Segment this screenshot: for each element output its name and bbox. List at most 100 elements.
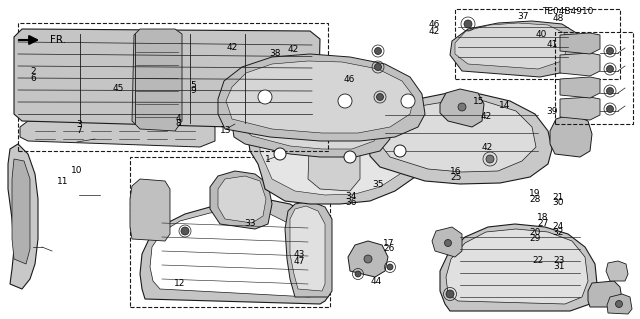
Circle shape bbox=[364, 255, 372, 263]
Text: 28: 28 bbox=[529, 195, 541, 204]
Polygon shape bbox=[550, 114, 592, 157]
Polygon shape bbox=[368, 93, 552, 184]
Text: 46: 46 bbox=[343, 75, 355, 84]
Bar bbox=[555, 32, 633, 124]
Text: 42: 42 bbox=[428, 27, 440, 36]
Circle shape bbox=[607, 106, 614, 113]
Polygon shape bbox=[232, 91, 390, 157]
Circle shape bbox=[344, 151, 356, 163]
Text: 40: 40 bbox=[535, 30, 547, 39]
Polygon shape bbox=[348, 241, 388, 277]
Text: 3: 3 bbox=[76, 120, 81, 129]
Polygon shape bbox=[607, 294, 632, 314]
Text: 6: 6 bbox=[31, 74, 36, 83]
Polygon shape bbox=[248, 107, 425, 204]
Text: 29: 29 bbox=[529, 234, 541, 243]
Text: 38: 38 bbox=[269, 49, 281, 58]
Text: 42: 42 bbox=[227, 43, 238, 52]
Polygon shape bbox=[218, 176, 266, 223]
Text: 19: 19 bbox=[529, 189, 541, 198]
Circle shape bbox=[486, 155, 494, 163]
Text: 33: 33 bbox=[244, 219, 255, 228]
Polygon shape bbox=[308, 112, 360, 191]
Polygon shape bbox=[432, 227, 462, 257]
Text: 42: 42 bbox=[482, 143, 493, 152]
Circle shape bbox=[374, 48, 381, 55]
Polygon shape bbox=[14, 29, 320, 129]
Polygon shape bbox=[260, 114, 408, 195]
Text: 44: 44 bbox=[371, 277, 382, 286]
Circle shape bbox=[338, 94, 352, 108]
Polygon shape bbox=[440, 224, 598, 311]
Text: 26: 26 bbox=[383, 244, 395, 253]
Circle shape bbox=[616, 300, 623, 308]
Polygon shape bbox=[290, 206, 325, 291]
Polygon shape bbox=[606, 261, 628, 281]
Text: 22: 22 bbox=[532, 256, 543, 265]
Text: 30: 30 bbox=[552, 198, 564, 207]
Text: 32: 32 bbox=[552, 228, 564, 237]
Polygon shape bbox=[440, 89, 484, 127]
Polygon shape bbox=[560, 77, 600, 98]
Text: FR.: FR. bbox=[50, 35, 66, 45]
Text: 42: 42 bbox=[287, 45, 299, 54]
Text: 5: 5 bbox=[191, 81, 196, 90]
Text: 45: 45 bbox=[113, 84, 124, 93]
Polygon shape bbox=[285, 201, 332, 297]
Text: 1: 1 bbox=[265, 155, 270, 164]
Bar bbox=[18, 23, 328, 151]
Circle shape bbox=[387, 264, 393, 270]
Text: 37: 37 bbox=[518, 12, 529, 21]
Polygon shape bbox=[238, 95, 382, 149]
Circle shape bbox=[464, 20, 472, 28]
Text: 47: 47 bbox=[294, 257, 305, 266]
Polygon shape bbox=[210, 171, 272, 229]
Polygon shape bbox=[455, 23, 568, 69]
Text: 7: 7 bbox=[76, 126, 81, 135]
Polygon shape bbox=[218, 54, 425, 141]
Polygon shape bbox=[588, 281, 622, 307]
Polygon shape bbox=[132, 29, 182, 131]
Circle shape bbox=[258, 90, 272, 104]
Circle shape bbox=[376, 93, 383, 100]
Polygon shape bbox=[150, 209, 318, 297]
Text: 27: 27 bbox=[537, 219, 548, 228]
Text: 2: 2 bbox=[31, 67, 36, 76]
Text: 21: 21 bbox=[552, 193, 564, 202]
Text: 41: 41 bbox=[547, 40, 558, 49]
Text: 4: 4 bbox=[175, 114, 180, 122]
Circle shape bbox=[607, 48, 614, 55]
Polygon shape bbox=[380, 101, 536, 172]
Circle shape bbox=[394, 145, 406, 157]
Text: 17: 17 bbox=[383, 239, 395, 248]
Polygon shape bbox=[560, 33, 600, 54]
Bar bbox=[130, 157, 330, 307]
Polygon shape bbox=[446, 229, 588, 304]
Text: 36: 36 bbox=[345, 198, 356, 207]
Text: 20: 20 bbox=[529, 228, 541, 237]
Polygon shape bbox=[450, 21, 580, 77]
Bar bbox=[455, 9, 620, 79]
Text: 23: 23 bbox=[553, 256, 564, 265]
Text: 8: 8 bbox=[175, 119, 180, 128]
Text: 15: 15 bbox=[473, 97, 484, 106]
Text: 31: 31 bbox=[553, 262, 564, 271]
Circle shape bbox=[607, 87, 614, 94]
Text: 48: 48 bbox=[553, 14, 564, 23]
Text: 24: 24 bbox=[552, 222, 564, 231]
Text: 34: 34 bbox=[345, 192, 356, 201]
Circle shape bbox=[181, 227, 189, 235]
Polygon shape bbox=[560, 53, 600, 76]
Text: 12: 12 bbox=[173, 279, 185, 288]
Text: 46: 46 bbox=[428, 20, 440, 29]
Polygon shape bbox=[12, 159, 30, 264]
Polygon shape bbox=[560, 97, 600, 120]
Text: 13: 13 bbox=[220, 126, 232, 135]
Text: 16: 16 bbox=[450, 167, 461, 176]
Text: 25: 25 bbox=[450, 173, 461, 182]
Text: 10: 10 bbox=[71, 166, 83, 175]
Polygon shape bbox=[8, 144, 38, 289]
Text: 35: 35 bbox=[372, 180, 383, 189]
Circle shape bbox=[274, 148, 286, 160]
Text: 11: 11 bbox=[57, 177, 68, 186]
